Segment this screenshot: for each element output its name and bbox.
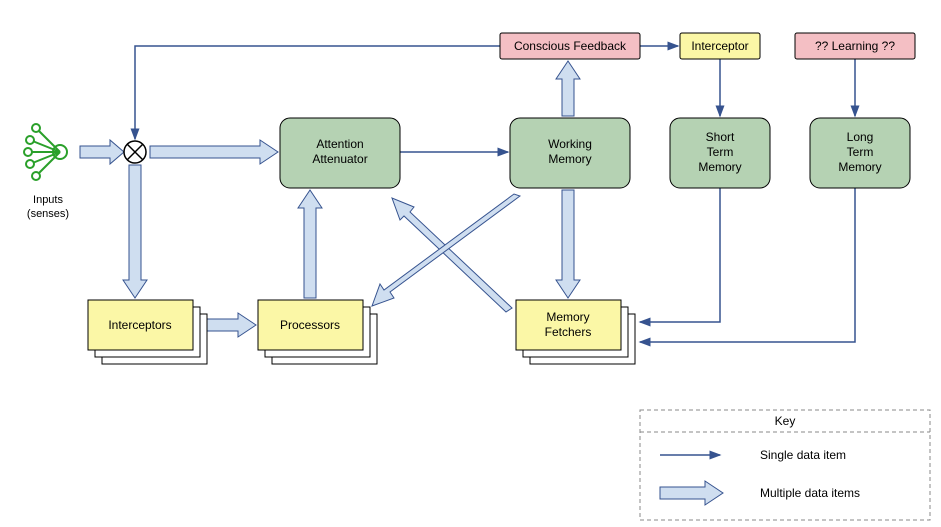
legend-fat-arrow (660, 481, 723, 505)
arrow-combiner-to-interceptors (123, 165, 147, 298)
node-memory-fetchers-stack: Memory Fetchers (516, 300, 635, 364)
arrow-working-to-fetchers (556, 190, 580, 298)
label-short-3: Memory (698, 160, 741, 174)
arrow-inputs-to-combiner (80, 140, 124, 164)
label-interceptors: Interceptors (108, 318, 171, 332)
arrow-combiner-to-attenuator (150, 140, 278, 164)
label-learning: ?? Learning ?? (815, 39, 895, 53)
legend-title: Key (775, 414, 796, 428)
arrow-long-to-fetchers (640, 188, 855, 342)
node-processors-stack: Processors (258, 300, 377, 364)
label-processors: Processors (280, 318, 340, 332)
label-inputs-2: (senses) (27, 208, 69, 220)
label-attenuator-1: Attention (316, 137, 363, 151)
combiner-node (124, 141, 146, 163)
arrow-short-to-fetchers (640, 188, 720, 322)
label-inputs-1: Inputs (33, 194, 63, 206)
label-working-2: Memory (548, 152, 591, 166)
legend-row2: Multiple data items (760, 486, 860, 500)
label-conscious-feedback: Conscious Feedback (514, 39, 627, 53)
label-long-3: Memory (838, 160, 881, 174)
label-fetchers-2: Fetchers (545, 325, 592, 339)
label-long-1: Long (847, 130, 874, 144)
inputs-icon (24, 124, 67, 180)
legend-row1: Single data item (760, 448, 846, 462)
label-short-2: Term (707, 145, 734, 159)
label-interceptor-top: Interceptor (691, 39, 748, 53)
arrow-working-to-feedback (556, 61, 580, 116)
label-attenuator-2: Attenuator (312, 152, 367, 166)
label-fetchers-1: Memory (546, 310, 589, 324)
arrow-processors-to-attenuator (298, 190, 322, 298)
node-interceptors-stack: Interceptors (88, 300, 207, 364)
label-short-1: Short (706, 130, 735, 144)
arrow-working-to-processors (372, 194, 520, 306)
diagram-canvas: Conscious Feedback Interceptor ?? Learni… (0, 0, 941, 527)
label-working-1: Working (548, 137, 592, 151)
label-long-2: Term (847, 145, 874, 159)
